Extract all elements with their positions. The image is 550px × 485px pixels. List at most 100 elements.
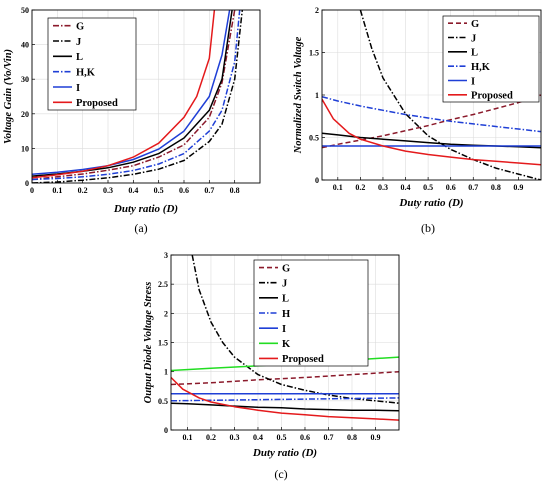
y-tick-label: 0.5 bbox=[309, 134, 319, 143]
series-line-i bbox=[32, 10, 231, 176]
legend-label: L bbox=[471, 48, 478, 59]
x-tick-label: 0.5 bbox=[154, 186, 164, 195]
y-tick-label: 0 bbox=[164, 426, 168, 435]
x-tick-label: 0.1 bbox=[333, 183, 343, 192]
series-line-l bbox=[171, 402, 399, 412]
x-tick-label: 0.1 bbox=[52, 186, 62, 195]
series-line-h-k bbox=[322, 95, 541, 133]
series-line-proposed bbox=[171, 376, 399, 421]
y-tick-label: 2 bbox=[164, 309, 168, 318]
y-tick-label: 30 bbox=[21, 75, 29, 84]
series-line-g bbox=[32, 10, 236, 181]
legend-label: I bbox=[282, 324, 286, 335]
x-axis-label: Duty ratio (D) bbox=[252, 447, 317, 459]
series-line-proposed bbox=[32, 10, 216, 179]
x-tick-label: 0.7 bbox=[323, 433, 333, 442]
plot-frame bbox=[170, 254, 400, 431]
x-tick-label: 0.9 bbox=[370, 433, 380, 442]
chart-1: 0 0.1 0.2 0.3 0.4 0.5 0.6 0.7 0.8 0 10 20 30 40 50 GJLH… bbox=[3, 6, 261, 235]
legend-label: G bbox=[76, 21, 84, 32]
legend-label: H,K bbox=[471, 62, 491, 73]
y-tick-label: 1.5 bbox=[309, 49, 319, 58]
legend-box bbox=[442, 15, 540, 103]
legend-label: H bbox=[282, 309, 290, 320]
series-line-h bbox=[171, 397, 399, 402]
y-tick-label: 10 bbox=[21, 144, 29, 153]
plot-frame bbox=[31, 9, 261, 184]
x-tick-label: 0.9 bbox=[513, 183, 523, 192]
legend-label: K bbox=[282, 339, 291, 350]
legend-label: G bbox=[471, 19, 479, 30]
y-tick-label: 0 bbox=[315, 176, 319, 185]
x-tick-label: 0.5 bbox=[423, 183, 433, 192]
x-tick-label: 0.4 bbox=[128, 186, 138, 195]
y-axis-label: Voltage Gain (Vo/Vin) bbox=[3, 49, 14, 144]
legend-label: Proposed bbox=[282, 354, 324, 365]
x-tick-label: 0.1 bbox=[182, 433, 192, 442]
x-tick-label: 0.8 bbox=[347, 433, 357, 442]
legend-label: L bbox=[282, 294, 289, 305]
series-line-g bbox=[322, 94, 541, 149]
x-tick-label: 0.3 bbox=[229, 433, 239, 442]
y-tick-label: 40 bbox=[21, 41, 29, 50]
legend-label: L bbox=[76, 52, 83, 63]
series-line-g bbox=[171, 370, 399, 386]
x-tick-label: 0 bbox=[30, 186, 34, 195]
y-tick-label: 3 bbox=[164, 251, 168, 260]
legend-label: J bbox=[76, 37, 81, 48]
x-tick-label: 0.4 bbox=[401, 183, 411, 192]
series-line-proposed bbox=[322, 98, 541, 166]
y-tick-label: 1.5 bbox=[158, 339, 168, 348]
legend-box bbox=[47, 17, 137, 111]
x-axis-label: Duty ratio (D) bbox=[398, 197, 463, 209]
y-tick-label: 2 bbox=[315, 6, 319, 15]
y-tick-label: 1 bbox=[164, 368, 168, 377]
x-tick-label: 0.3 bbox=[103, 186, 113, 195]
x-tick-label: 0.7 bbox=[204, 186, 214, 195]
x-axis-label: Duty ratio (D) bbox=[113, 203, 178, 215]
legend: GJL H,K I Proposed bbox=[47, 17, 137, 111]
x-tick-label: 0.2 bbox=[355, 183, 365, 192]
chart-2: 0.1 0.2 0.3 0.4 0.5 0.6 0.7 0.8 0.9 0 0.5 1 1.5 2 GJLH… bbox=[293, 6, 542, 235]
plot-frame bbox=[321, 9, 542, 181]
legend-label: Proposed bbox=[76, 98, 118, 109]
legend: GJL H,K I Proposed bbox=[442, 15, 540, 103]
x-tick-label: 0.2 bbox=[206, 433, 216, 442]
y-tick-label: 1 bbox=[315, 91, 319, 100]
legend-label: I bbox=[76, 83, 80, 94]
x-tick-label: 0.8 bbox=[230, 186, 240, 195]
y-tick-label: 20 bbox=[21, 110, 29, 119]
x-tick-label: 0.7 bbox=[468, 183, 478, 192]
y-tick-label: 50 bbox=[21, 6, 29, 15]
series-line-j bbox=[32, 10, 244, 183]
legend-label: I bbox=[471, 76, 475, 87]
chart-3: 0.1 0.2 0.3 0.4 0.5 0.6 0.7 0.8 0.9 0 0.5 1 1.5 2 2.5 3… bbox=[143, 251, 400, 481]
y-tick-label: 0.5 bbox=[158, 397, 168, 406]
legend-label: Proposed bbox=[471, 91, 513, 102]
y-axis-label: Normalized Switch Voltage bbox=[293, 36, 304, 154]
legend-label: J bbox=[471, 33, 476, 44]
x-tick-label: 0.4 bbox=[253, 433, 263, 442]
y-tick-label: 0 bbox=[25, 179, 29, 188]
y-axis-label: Output Diode Voltage Stress bbox=[143, 282, 154, 404]
series-line-h-k bbox=[32, 10, 241, 181]
x-tick-label: 0.2 bbox=[78, 186, 88, 195]
x-tick-label: 0.6 bbox=[446, 183, 456, 192]
x-tick-label: 0.5 bbox=[276, 433, 286, 442]
legend-label: G bbox=[282, 263, 290, 274]
x-tick-label: 0.3 bbox=[378, 183, 388, 192]
x-tick-label: 0.8 bbox=[491, 183, 501, 192]
series-group bbox=[32, 10, 244, 183]
subfigure-caption: (b) bbox=[421, 221, 435, 235]
legend-label: H,K bbox=[76, 67, 96, 78]
y-tick-label: 2.5 bbox=[158, 280, 168, 289]
subfigure-caption: (c) bbox=[274, 467, 287, 481]
subfigure-caption: (a) bbox=[134, 221, 147, 235]
legend-label: J bbox=[282, 279, 287, 290]
series-line-j bbox=[359, 10, 541, 180]
x-tick-label: 0.6 bbox=[179, 186, 189, 195]
x-tick-label: 0.6 bbox=[300, 433, 310, 442]
series-group bbox=[322, 10, 541, 180]
